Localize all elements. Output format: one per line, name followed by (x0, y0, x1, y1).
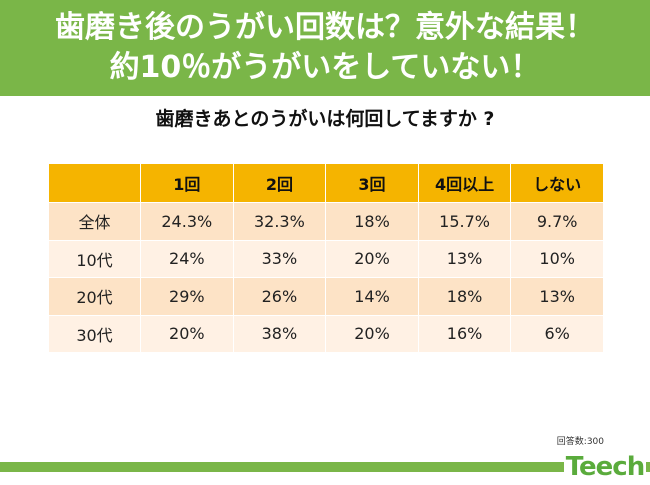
header-cell-3: 3回 (325, 163, 419, 203)
teech-logo: Teech (564, 450, 646, 484)
value-cell: 32.3% (232, 202, 327, 241)
value-cell: 38% (232, 314, 327, 353)
table-header-row: 1回 2回 3回 4回以上 しない (48, 163, 604, 203)
value-cell: 24% (140, 239, 234, 278)
value-cell: 20% (325, 239, 419, 278)
value-cell: 13% (510, 277, 604, 316)
respondent-count: 回答数:300 (556, 437, 604, 447)
value-cell: 9.7% (510, 202, 604, 241)
value-cell: 14% (325, 277, 419, 316)
header-cell-2: 2回 (232, 163, 327, 203)
header-cell-none: しない (510, 163, 604, 203)
header-cell-blank (48, 163, 141, 203)
value-cell: 16% (417, 314, 512, 353)
value-cell: 15.7% (417, 202, 512, 241)
table-row: 30代 20% 38% 20% 16% 6% (48, 314, 604, 353)
value-cell: 26% (232, 277, 327, 316)
table-row: 20代 29% 26% 14% 18% 13% (48, 277, 604, 316)
header-cell-1: 1回 (140, 163, 234, 203)
row-label: 全体 (48, 202, 141, 241)
table-title: 歯磨きあとのうがいは何回してますか ? (155, 108, 495, 130)
value-cell: 20% (140, 314, 234, 353)
survey-table: 1回 2回 3回 4回以上 しない 全体 24.3% 32.3% 18% 15.7% 9.… (48, 163, 604, 353)
row-label: 20代 (48, 277, 141, 316)
table-row: 全体 24.3% 32.3% 18% 15.7% 9.7% (48, 202, 604, 241)
row-label: 10代 (48, 239, 141, 278)
footer-bar (0, 462, 650, 472)
headline-line-2: 約10％がうがいをしていない！ (109, 50, 541, 85)
value-cell: 13% (417, 239, 512, 278)
value-cell: 18% (325, 202, 419, 241)
value-cell: 29% (140, 277, 234, 316)
header-cell-4plus: 4回以上 (417, 163, 512, 203)
value-cell: 10% (510, 239, 604, 278)
value-cell: 33% (232, 239, 327, 278)
headline-banner: 歯磨き後のうがい回数は？意外な結果！ 約10％がうがいをしていない！ (0, 0, 650, 96)
table-row: 10代 24% 33% 20% 13% 10% (48, 239, 604, 278)
row-label: 30代 (48, 314, 141, 353)
value-cell: 20% (325, 314, 419, 353)
value-cell: 24.3% (140, 202, 234, 241)
headline-line-1: 歯磨き後のうがい回数は？意外な結果！ (55, 10, 595, 45)
value-cell: 18% (417, 277, 512, 316)
value-cell: 6% (510, 314, 604, 353)
